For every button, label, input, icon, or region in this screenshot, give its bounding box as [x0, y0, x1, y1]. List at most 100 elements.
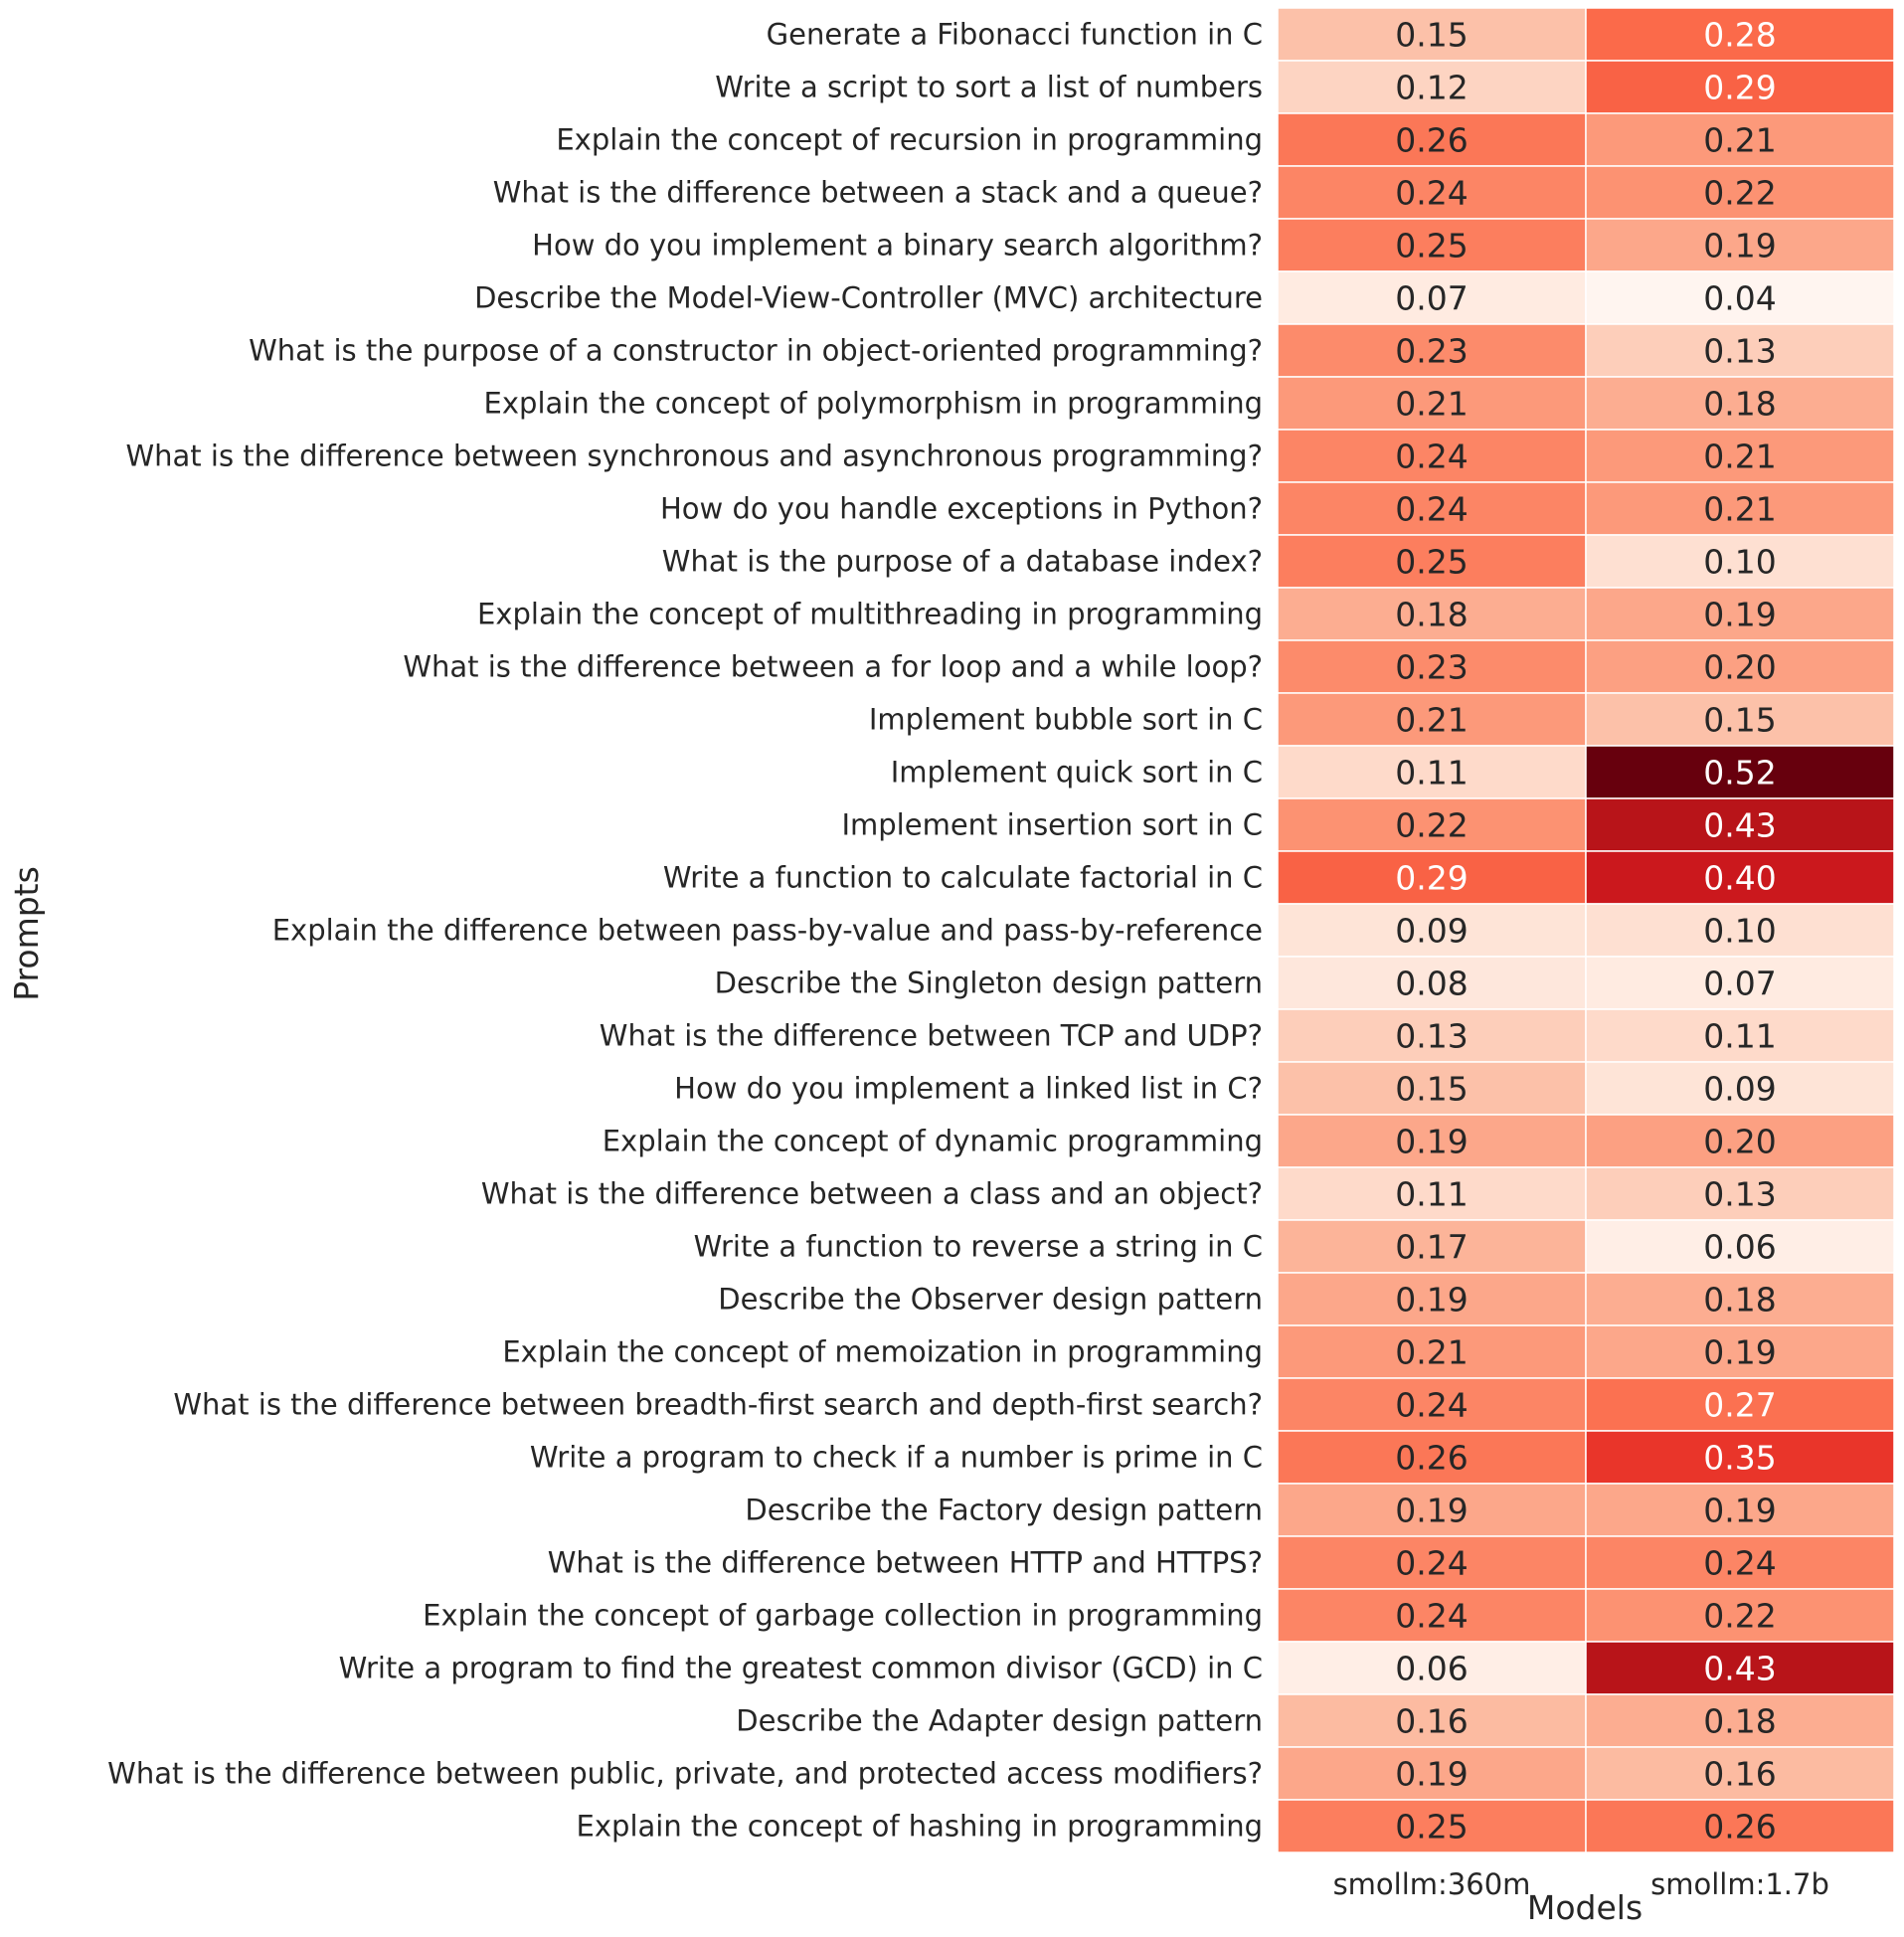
cell-value-label: 0.29 — [1395, 859, 1468, 898]
heatmap-cell — [1277, 1746, 1587, 1801]
heatmap-cell — [1277, 481, 1587, 536]
heatmap-cell — [1585, 534, 1895, 589]
row-label: Explain the concept of hashing in progra… — [577, 1810, 1263, 1844]
cell-value-label: 0.21 — [1703, 121, 1776, 160]
cell-value-label: 0.24 — [1395, 438, 1468, 476]
heatmap-cell — [1585, 1430, 1895, 1485]
cell-value-label: 0.24 — [1703, 1544, 1776, 1583]
cell-value-label: 0.04 — [1703, 279, 1776, 318]
row-label: What is the difference between breadth-f… — [173, 1388, 1263, 1422]
row-label: What is the purpose of a constructor in … — [249, 334, 1263, 368]
cell-value-label: 0.21 — [1395, 701, 1468, 740]
cell-value-label: 0.19 — [1703, 596, 1776, 634]
cell-value-label: 0.24 — [1395, 174, 1468, 213]
heatmap-cell — [1585, 60, 1895, 114]
row-label: What is the difference between a class a… — [481, 1177, 1263, 1211]
heatmap-cell — [1585, 429, 1895, 483]
heatmap-cell — [1585, 903, 1895, 958]
cell-value-label: 0.15 — [1395, 1070, 1468, 1109]
cell-value-label: 0.24 — [1395, 1386, 1468, 1425]
heatmap-cell — [1277, 1114, 1587, 1168]
row-label: Explain the concept of dynamic programmi… — [603, 1125, 1263, 1158]
column-tick-label: smollm:1.7b — [1650, 1867, 1829, 1901]
row-label: Describe the Model-View-Controller (MVC)… — [474, 281, 1263, 315]
cell-value-label: 0.19 — [1395, 1755, 1468, 1794]
cell-value-label: 0.06 — [1395, 1650, 1468, 1688]
cell-value-label: 0.26 — [1395, 121, 1468, 160]
cell-value-label: 0.21 — [1703, 490, 1776, 529]
cell-value-label: 0.18 — [1703, 385, 1776, 424]
cell-value-label: 0.22 — [1395, 806, 1468, 845]
heatmap-cell — [1277, 692, 1587, 747]
row-labels: Generate a Fibonacci function in C Write … — [107, 18, 1263, 1844]
cell-value-label: 0.11 — [1703, 1017, 1776, 1056]
heatmap-cell — [1277, 60, 1587, 114]
row-label: Describe the Adapter design pattern — [736, 1704, 1263, 1738]
cell-value-label: 0.25 — [1395, 1808, 1468, 1847]
heatmap-cell — [1277, 1166, 1587, 1221]
cell-value-label: 0.15 — [1703, 701, 1776, 740]
heatmap-cell — [1585, 218, 1895, 272]
row-label: What is the difference between synchrono… — [125, 440, 1263, 473]
cell-value-label: 0.19 — [1703, 1492, 1776, 1530]
cell-value-label: 0.24 — [1395, 490, 1468, 529]
heatmap-cell — [1585, 165, 1895, 220]
cell-value-label: 0.17 — [1395, 1228, 1468, 1267]
heatmap-cell — [1585, 7, 1895, 62]
cell-value-label: 0.10 — [1703, 912, 1776, 951]
cell-value-label: 0.18 — [1703, 1281, 1776, 1320]
column-tick-label: smollm:360m — [1333, 1867, 1531, 1901]
cell-value-label: 0.18 — [1395, 596, 1468, 634]
cell-value-label: 0.25 — [1395, 227, 1468, 265]
heatmap-cell — [1585, 1377, 1895, 1432]
row-label: What is the difference between a for loo… — [403, 650, 1263, 684]
cell-value-label: 0.18 — [1703, 1702, 1776, 1741]
cell-value-label: 0.21 — [1703, 438, 1776, 476]
row-label: What is the purpose of a database index? — [662, 545, 1263, 579]
heatmap-cells: 0.15 0.28 0.12 0.29 0.26 0.21 0.24 0.22 0.25 0.19… — [1277, 7, 1895, 1853]
heatmap-cell — [1585, 270, 1895, 325]
cell-value-label: 0.23 — [1395, 648, 1468, 687]
cell-value-label: 0.10 — [1703, 543, 1776, 582]
heatmap-cell — [1585, 1641, 1895, 1695]
heatmap-cell — [1585, 1324, 1895, 1379]
row-label: Explain the concept of memoization in pr… — [502, 1335, 1263, 1369]
row-label: Implement quick sort in C — [891, 756, 1263, 790]
row-label: Write a script to sort a list of numbers — [715, 71, 1263, 104]
row-label: Explain the concept of recursion in prog… — [556, 123, 1263, 157]
row-label: Implement bubble sort in C — [869, 703, 1263, 737]
row-label: Explain the concept of polymorphism in p… — [484, 387, 1263, 421]
heatmap-cell — [1585, 323, 1895, 378]
heatmap-cell — [1277, 7, 1587, 62]
heatmap-cell — [1277, 639, 1587, 694]
row-label: Generate a Fibonacci function in C — [767, 18, 1263, 52]
cell-value-label: 0.43 — [1703, 806, 1776, 845]
cell-value-label: 0.29 — [1703, 69, 1776, 107]
cell-value-label: 0.22 — [1703, 1597, 1776, 1636]
heatmap-cell — [1277, 1535, 1587, 1590]
cell-value-label: 0.13 — [1395, 1017, 1468, 1056]
heatmap-cell — [1277, 745, 1587, 799]
cell-value-label: 0.26 — [1703, 1808, 1776, 1847]
cell-value-label: 0.11 — [1395, 1175, 1468, 1214]
row-label: How do you implement a binary search alg… — [532, 229, 1263, 263]
heatmap-cell — [1585, 1746, 1895, 1801]
cell-value-label: 0.28 — [1703, 16, 1776, 55]
cell-value-label: 0.23 — [1395, 332, 1468, 371]
cell-value-label: 0.22 — [1703, 174, 1776, 213]
heatmap-cell — [1585, 376, 1895, 431]
cell-value-label: 0.19 — [1395, 1123, 1468, 1161]
row-label: What is the difference between HTTP and … — [548, 1546, 1263, 1580]
heatmap-cell — [1585, 1166, 1895, 1221]
heatmap-cell — [1585, 481, 1895, 536]
cell-value-label: 0.13 — [1703, 1175, 1776, 1214]
cell-value-label: 0.19 — [1703, 1333, 1776, 1372]
x-axis-title: Models — [1527, 1888, 1643, 1927]
heatmap-cell — [1585, 1219, 1895, 1274]
row-label: Describe the Observer design pattern — [718, 1283, 1263, 1317]
cell-value-label: 0.07 — [1395, 279, 1468, 318]
cell-value-label: 0.07 — [1703, 965, 1776, 1003]
heatmap-cell — [1585, 639, 1895, 694]
row-label: Write a program to find the greatest com… — [339, 1652, 1263, 1685]
